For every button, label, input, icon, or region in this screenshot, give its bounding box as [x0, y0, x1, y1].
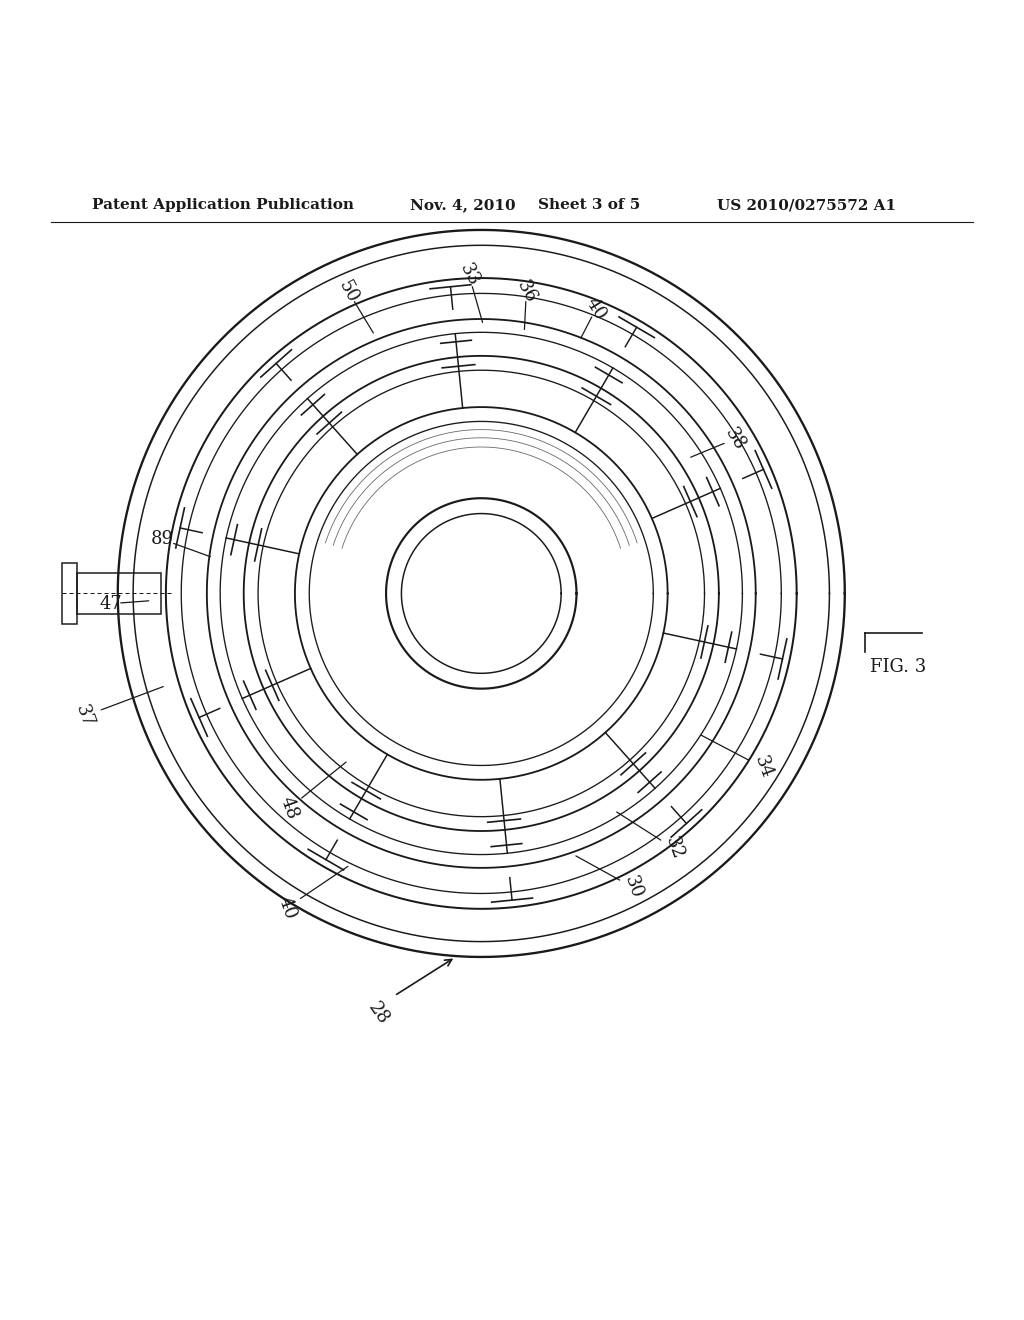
Text: 34: 34	[751, 754, 775, 781]
Text: Sheet 3 of 5: Sheet 3 of 5	[538, 198, 640, 213]
Text: 37: 37	[72, 702, 96, 730]
Text: FIG. 3: FIG. 3	[870, 659, 927, 676]
Bar	[77, 573, 161, 614]
Text: 32: 32	[662, 834, 686, 862]
Text: 50: 50	[335, 277, 361, 306]
Text: 28: 28	[365, 999, 393, 1028]
Text: 48: 48	[276, 795, 301, 822]
Text: 47: 47	[99, 595, 122, 612]
Bar	[62, 562, 77, 624]
Text: 38: 38	[722, 424, 749, 453]
Text: 30: 30	[621, 874, 645, 902]
Text: 89: 89	[151, 531, 173, 548]
Text: 33: 33	[456, 260, 482, 289]
Text: 36: 36	[513, 277, 540, 306]
Text: US 2010/0275572 A1: US 2010/0275572 A1	[717, 198, 896, 213]
Text: Patent Application Publication: Patent Application Publication	[92, 198, 354, 213]
Text: Nov. 4, 2010: Nov. 4, 2010	[410, 198, 515, 213]
Text: 40: 40	[274, 894, 299, 921]
Text: 40: 40	[583, 294, 609, 323]
